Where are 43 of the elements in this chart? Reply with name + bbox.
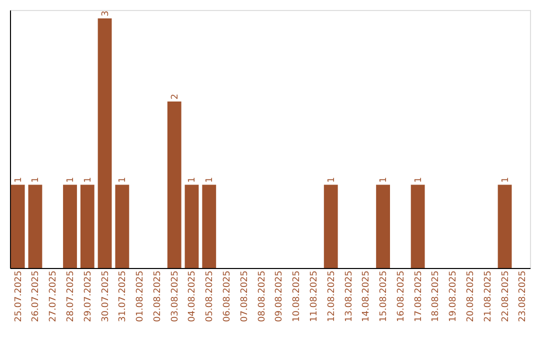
data-label: 1 bbox=[205, 177, 216, 183]
data-label: 2 bbox=[170, 94, 180, 100]
x-tick-label: 03.08.2025 bbox=[170, 270, 180, 322]
x-tick-label: 16.08.2025 bbox=[396, 270, 406, 322]
data-label: 1 bbox=[83, 177, 94, 183]
x-tick-label: 13.08.2025 bbox=[344, 270, 354, 322]
x-tick-label: 04.08.2025 bbox=[188, 270, 198, 322]
x-tick-label: 30.07.2025 bbox=[100, 270, 111, 322]
data-label: 1 bbox=[379, 177, 390, 183]
data-label: 1 bbox=[188, 177, 198, 183]
x-tick-label: 21.08.2025 bbox=[483, 270, 494, 322]
data-label: 1 bbox=[118, 177, 128, 183]
data-label: 1 bbox=[31, 177, 42, 183]
x-tick-label: 02.08.2025 bbox=[152, 270, 163, 322]
x-tick-label: 01.08.2025 bbox=[136, 270, 146, 322]
x-tick-label: 31.07.2025 bbox=[118, 270, 128, 322]
x-tick-label: 20.08.2025 bbox=[466, 270, 476, 322]
x-tick-label: 29.07.2025 bbox=[83, 270, 94, 322]
x-tick-label: 07.08.2025 bbox=[240, 270, 250, 322]
x-tick-label: 12.08.2025 bbox=[326, 270, 337, 322]
data-label: 3 bbox=[100, 10, 111, 16]
x-tick-label: 17.08.2025 bbox=[414, 270, 424, 322]
x-tick-label: 10.08.2025 bbox=[292, 270, 302, 322]
data-label: 1 bbox=[414, 177, 424, 183]
data-label: 1 bbox=[500, 177, 511, 183]
data-label: 1 bbox=[326, 177, 337, 183]
x-tick-label: 23.08.2025 bbox=[518, 270, 528, 322]
x-tick-label: 09.08.2025 bbox=[274, 270, 285, 322]
data-label: 1 bbox=[14, 177, 24, 183]
x-tick-label: 14.08.2025 bbox=[362, 270, 372, 322]
x-tick-label: 06.08.2025 bbox=[222, 270, 233, 322]
x-tick-label: 26.07.2025 bbox=[31, 270, 42, 322]
data-label: 1 bbox=[66, 177, 76, 183]
x-tick-label: 08.08.2025 bbox=[257, 270, 268, 322]
x-tick-label: 22.08.2025 bbox=[500, 270, 511, 322]
x-tick-label: 11.08.2025 bbox=[309, 270, 320, 322]
x-tick-label: 27.07.2025 bbox=[48, 270, 59, 322]
x-tick-label: 05.08.2025 bbox=[205, 270, 216, 322]
x-tick-label: 28.07.2025 bbox=[66, 270, 76, 322]
x-tick-label: 25.07.2025 bbox=[14, 270, 24, 322]
x-tick-label: 15.08.2025 bbox=[379, 270, 390, 322]
x-tick-label: 19.08.2025 bbox=[448, 270, 459, 322]
x-tick-label: 18.08.2025 bbox=[431, 270, 442, 322]
